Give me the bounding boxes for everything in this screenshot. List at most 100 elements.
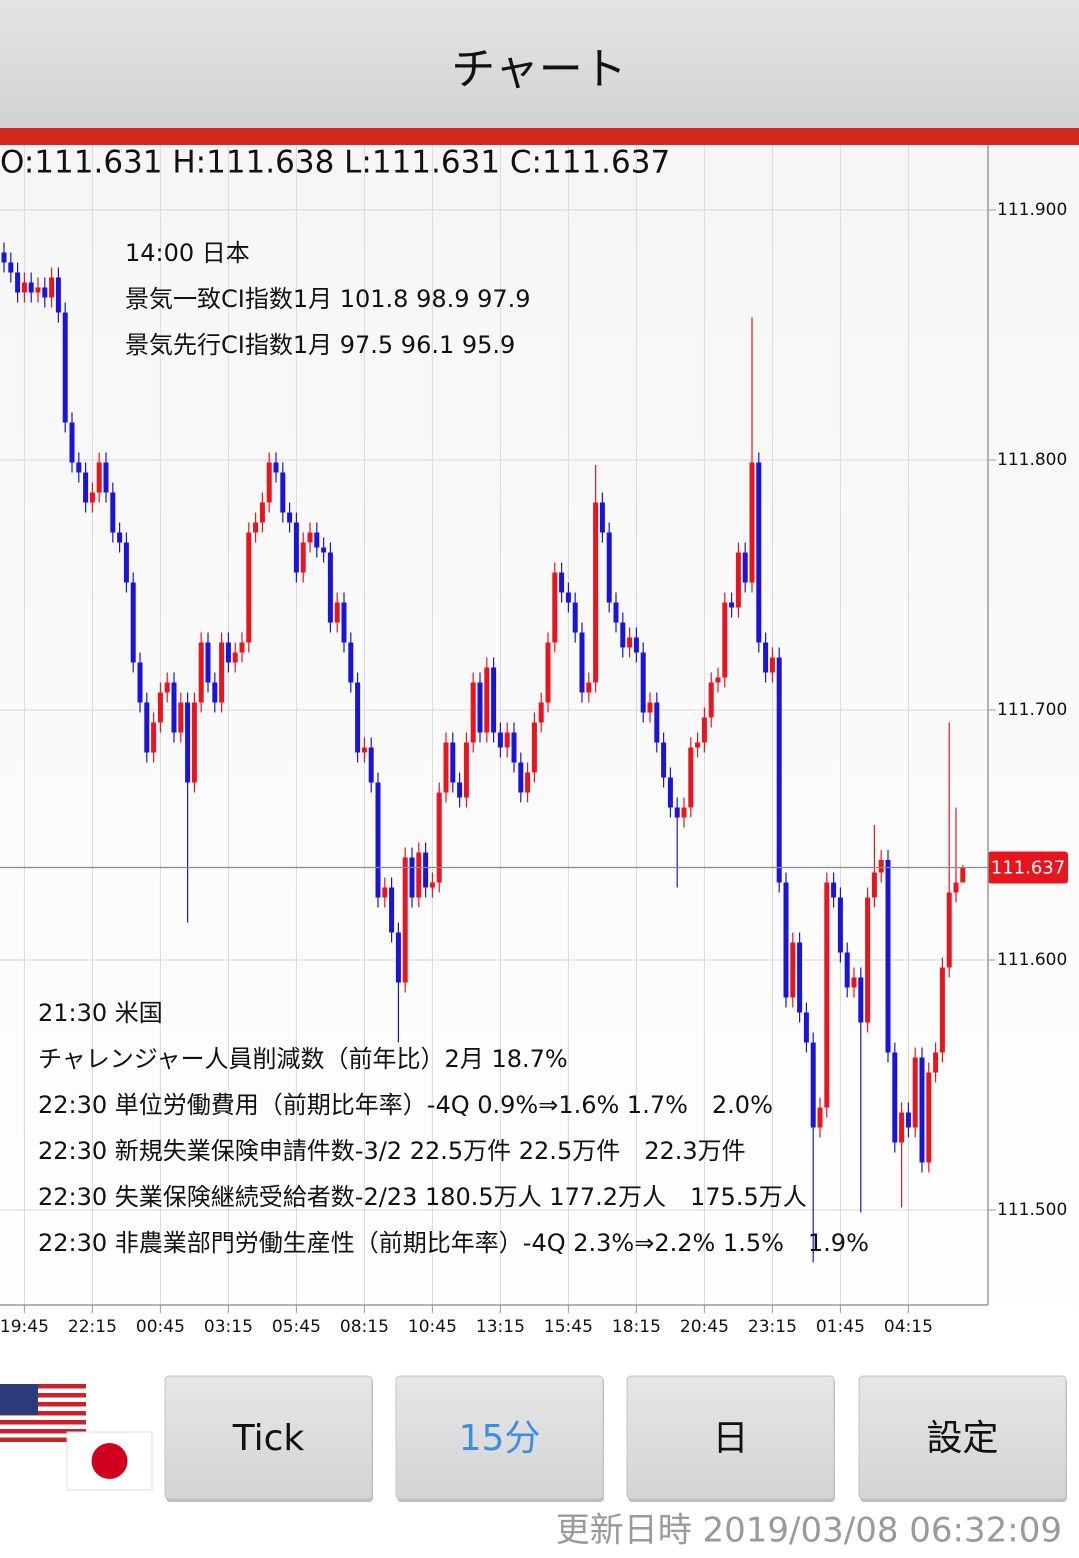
candle-body <box>355 682 361 753</box>
candle-body <box>511 732 517 763</box>
candle-body <box>334 602 340 623</box>
x-tick-label: 00:45 <box>136 1317 185 1337</box>
event-annotation: 21:30 米国 <box>38 999 163 1027</box>
candle-body <box>8 262 14 273</box>
y-tick-label: 111.900 <box>997 200 1067 220</box>
candle-body <box>28 282 34 293</box>
candle-body <box>62 312 68 423</box>
updated-time: 更新日時 2019/03/08 06:32:09 <box>556 1511 1062 1551</box>
header-bar <box>0 0 1079 128</box>
candle-body <box>803 1012 809 1043</box>
candle-body <box>674 807 680 818</box>
candle-body <box>960 867 966 883</box>
candle-body <box>946 892 952 968</box>
candle-body <box>688 747 694 808</box>
candle-body <box>926 1072 932 1163</box>
candle-body <box>844 952 850 988</box>
candle-body <box>593 502 599 683</box>
x-tick-label: 05:45 <box>272 1317 321 1337</box>
event-annotation: 22:30 非農業部門労働生産性（前期比年率）-4Q 2.3%⇒2.2% 1.5… <box>38 1229 869 1257</box>
y-tick-label: 111.600 <box>997 950 1067 970</box>
plot-background <box>0 145 1079 1365</box>
candle-body <box>205 642 211 683</box>
timeframe-button[interactable]: 設定 <box>858 1375 1067 1502</box>
candle-body <box>429 882 435 888</box>
event-annotation: 景気先行CI指数1月 97.5 96.1 95.9 <box>125 331 515 359</box>
candle-body <box>321 547 327 553</box>
candle-body <box>729 602 735 608</box>
candle-body <box>389 887 395 933</box>
candle-body <box>559 572 565 593</box>
button-face <box>395 1375 604 1500</box>
candle-body <box>647 702 653 713</box>
candle-body <box>409 857 415 898</box>
candle-body <box>416 852 422 898</box>
candle-body <box>769 657 775 673</box>
candle-body <box>701 717 707 743</box>
candle-body <box>55 277 61 313</box>
candle-body <box>395 932 401 983</box>
candle-body <box>953 882 959 893</box>
candle-body <box>912 1057 918 1128</box>
y-tick-label: 111.800 <box>997 450 1067 470</box>
candle-body <box>933 1052 939 1073</box>
candle-body <box>579 632 585 693</box>
x-tick-label: 18:15 <box>612 1317 661 1337</box>
candle-body <box>144 702 150 753</box>
candle-body <box>565 592 571 603</box>
button-label: 15分 <box>459 1418 541 1459</box>
candle-body <box>599 502 605 533</box>
timeframe-button[interactable]: Tick <box>164 1375 373 1502</box>
candle-body <box>423 852 429 888</box>
candle-body <box>885 860 891 1053</box>
ohlc-text: O:111.631 H:111.638 L:111.631 C:111.637 <box>0 145 670 181</box>
candle-body <box>939 967 945 1053</box>
candle-body <box>348 642 354 683</box>
candle-body <box>504 732 510 748</box>
candle-body <box>157 692 163 723</box>
button-label: Tick <box>232 1418 305 1459</box>
event-annotation: 14:00 日本 <box>125 239 250 267</box>
y-tick-label: 111.500 <box>997 1200 1067 1220</box>
candle-body <box>470 682 476 743</box>
candle-body <box>484 667 490 733</box>
candle-body <box>633 637 639 653</box>
candle-body <box>620 622 626 648</box>
candle-body <box>531 722 537 773</box>
x-tick-label: 08:15 <box>340 1317 389 1337</box>
timeframe-button[interactable]: 日 <box>626 1375 835 1502</box>
x-tick-label: 01:45 <box>816 1317 865 1337</box>
candle-body <box>239 642 245 653</box>
candle-body <box>212 682 218 703</box>
candle-body <box>586 682 592 693</box>
candle-body <box>382 887 388 898</box>
candle-body <box>1 252 7 263</box>
candle-body <box>783 882 789 998</box>
candle-body <box>654 702 660 743</box>
event-annotation: チャレンジャー人員削減数（前年比）2月 18.7% <box>38 1045 568 1073</box>
candle-body <box>219 642 225 703</box>
x-tick-label: 13:15 <box>476 1317 525 1337</box>
candle-body <box>314 532 320 548</box>
us-flag <box>0 1384 86 1442</box>
candle-body <box>837 897 843 953</box>
candle-body <box>253 522 259 533</box>
candle-body <box>151 722 157 753</box>
last-price-label: 111.637 <box>991 858 1065 879</box>
candle-body <box>905 1112 911 1128</box>
candle-body <box>76 462 82 473</box>
candle-body <box>123 542 129 583</box>
button-bar: Tick 15分 日 設定 <box>164 1375 1067 1502</box>
candle-body <box>287 512 293 523</box>
candle-body <box>21 282 27 293</box>
candle-body <box>810 1042 816 1128</box>
candle-body <box>436 792 442 883</box>
candle-body <box>35 287 41 293</box>
candle-body <box>293 522 299 573</box>
candle-body <box>477 682 483 733</box>
x-tick-label: 22:15 <box>68 1317 117 1337</box>
x-tick-label: 04:15 <box>884 1317 933 1337</box>
candle-body <box>178 702 184 733</box>
timeframe-button[interactable]: 15分 <box>395 1375 604 1502</box>
